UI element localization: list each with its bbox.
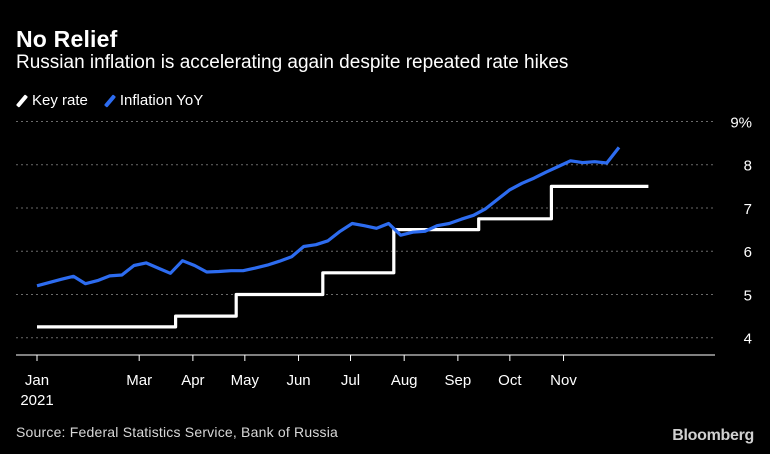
x-tick-label-aug: Aug — [391, 372, 418, 389]
y-axis-labels: 4 5 6 7 8 9% — [730, 115, 752, 348]
x-tick-label-sep: Sep — [445, 372, 472, 389]
x-tick-label-jul: Jul — [341, 372, 360, 389]
x-tick-label-jun: Jun — [286, 372, 310, 389]
legend: Key rate Inflation YoY — [15, 92, 219, 109]
chart-subtitle: Russian inflation is accelerating again … — [16, 52, 569, 73]
bloomberg-logo: Bloomberg — [672, 427, 754, 444]
x-tick-label-mar: Mar — [126, 372, 152, 389]
series-lines — [36, 146, 649, 329]
legend-item-key-rate: Key rate — [15, 92, 88, 109]
y-tick-label-7: 7 — [744, 201, 752, 218]
x-tick-label-jan: Jan — [25, 372, 49, 389]
series-line-inflation-yoy — [36, 146, 621, 288]
x-tick-label-nov: Nov — [550, 372, 577, 389]
y-tick-label-8: 8 — [744, 158, 752, 175]
grid-lines — [16, 121, 715, 339]
y-tick-label-9: 9% — [730, 115, 752, 132]
y-tick-label-4: 4 — [744, 331, 752, 348]
y-tick-label-6: 6 — [744, 244, 752, 261]
x-tick-year-label: 2021 — [20, 392, 53, 409]
x-tick-label-apr: Apr — [181, 372, 204, 389]
y-tick-label-5: 5 — [744, 287, 752, 304]
source-note: Source: Federal Statistics Service, Bank… — [16, 424, 339, 440]
legend-item-inflation: Inflation YoY — [103, 92, 204, 109]
chart-title: No Relief — [16, 26, 118, 52]
legend-label-key-rate: Key rate — [32, 92, 88, 109]
x-axis: Jan 2021 Mar Apr May Jun Jul Aug Sep Oct Nov — [16, 354, 715, 409]
series-line-key-rate — [37, 184, 649, 329]
x-tick-label-may: May — [231, 372, 260, 389]
legend-label-inflation: Inflation YoY — [119, 92, 204, 109]
x-tick-label-oct: Oct — [498, 372, 522, 389]
